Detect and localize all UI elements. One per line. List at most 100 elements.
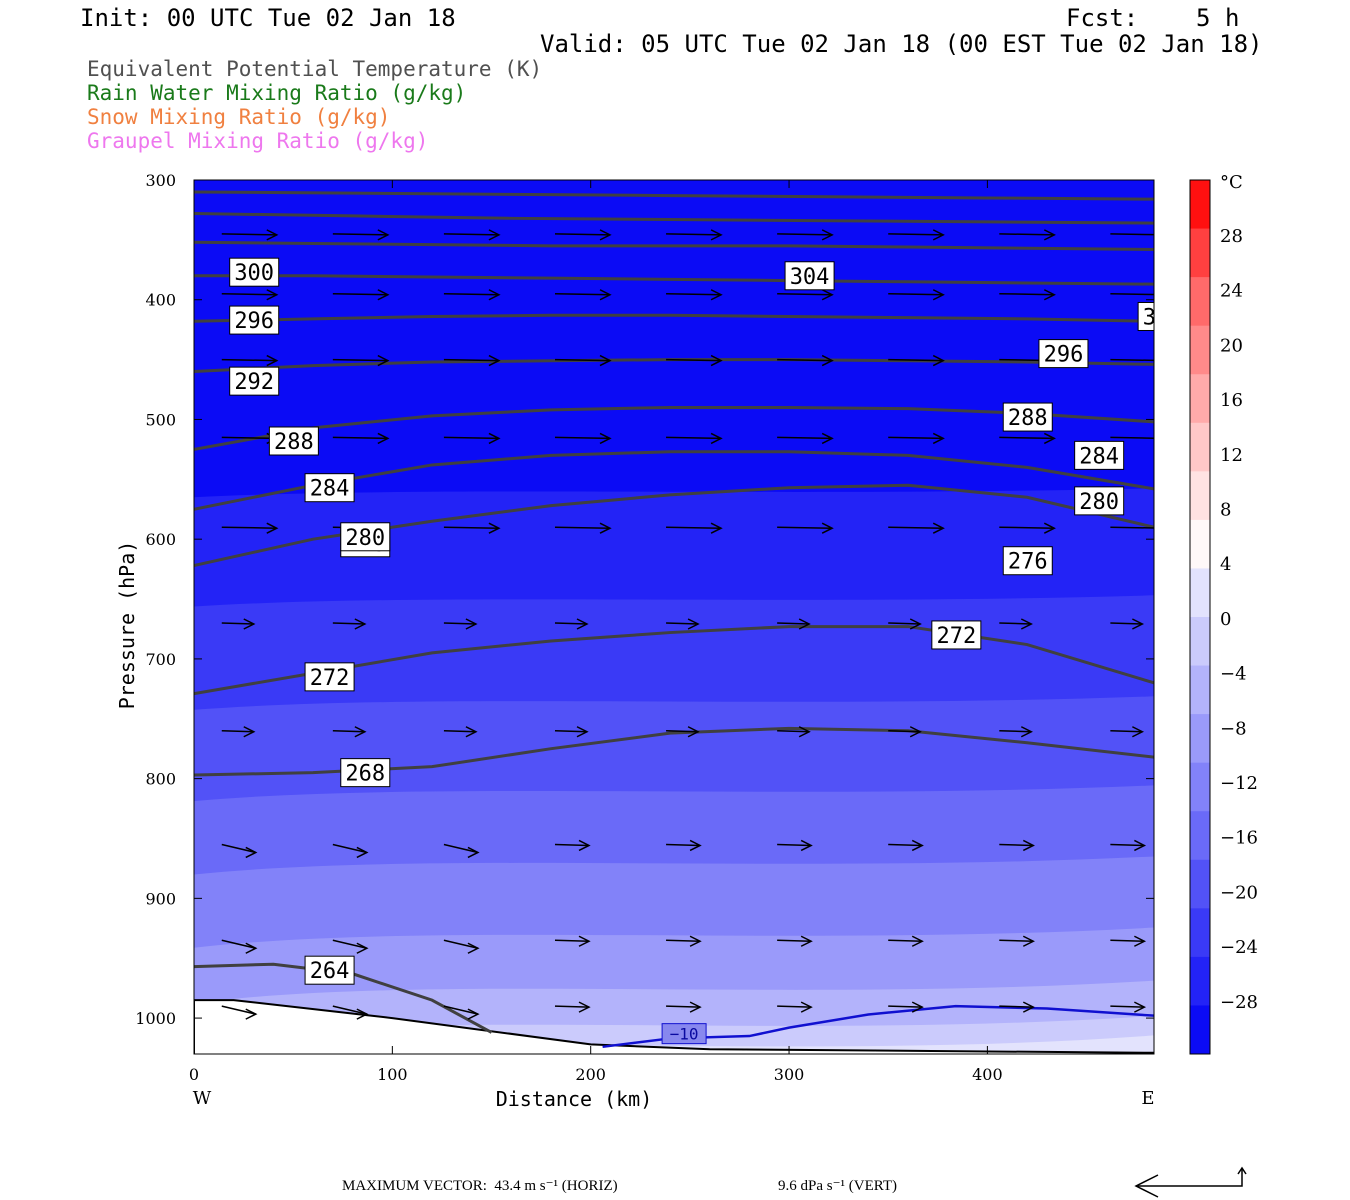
wind-vector <box>1110 233 1154 236</box>
wind-vector-head <box>354 618 367 630</box>
field-label-rain-water: Rain Water Mixing Ratio (g/kg) <box>87 81 467 105</box>
wind-vector-head <box>243 726 256 738</box>
theta-e-contour <box>194 240 1154 251</box>
isotherm-label-box <box>661 1023 707 1045</box>
contour-label-box <box>304 662 355 692</box>
wind-vector-head <box>821 522 834 534</box>
x-tick-label: 100 <box>377 1065 408 1084</box>
theta-e-contour <box>194 190 1154 201</box>
x-end-label-east: E <box>1141 1088 1154 1109</box>
x-tick-label: 400 <box>972 1065 1003 1084</box>
y-tick-label: 700 <box>145 650 176 669</box>
wind-vector <box>221 233 277 236</box>
colorbar-label: 0 <box>1220 609 1231 630</box>
wind-vector-head <box>1043 432 1056 445</box>
forecast-hour: Fcst: 5 h <box>1066 4 1240 32</box>
wind-vector-head <box>488 229 501 241</box>
colorbar-swatch <box>1190 277 1210 327</box>
wind-vector <box>554 292 611 296</box>
wind-vector-head <box>245 846 258 859</box>
wind-vector-head <box>710 432 723 445</box>
theta-e-contour <box>194 313 1154 323</box>
contour-label: 300 <box>1143 305 1183 330</box>
wind-vector-head <box>599 354 612 367</box>
wind-vector-head <box>689 839 702 852</box>
wind-vector <box>443 729 476 733</box>
x-tick-label: 200 <box>575 1065 606 1084</box>
wind-vector-head <box>578 935 591 947</box>
wind-vector-head <box>467 846 480 859</box>
wind-vector-head <box>465 726 478 738</box>
wind-vector-head <box>687 726 700 738</box>
field-label-theta-e: Equivalent Potential Temperature (K) <box>87 57 543 81</box>
y-axis-title: Pressure (hPa) <box>115 541 139 710</box>
wind-vector-head <box>911 1001 924 1013</box>
wind-vector <box>888 939 923 943</box>
wind-vector-head <box>821 289 834 301</box>
max-vector-vert: 9.6 dPa s⁻¹ (VERT) <box>778 1178 898 1194</box>
isotherm-label: −10 <box>670 1025 699 1044</box>
contour-label-box <box>229 305 280 335</box>
colorbar-swatch <box>1190 1005 1210 1055</box>
colorbar-swatch <box>1190 617 1210 667</box>
colorbar-swatch <box>1190 714 1210 764</box>
wind-vector <box>777 436 833 440</box>
contour-label-box <box>1002 546 1053 576</box>
wind-vector <box>1110 843 1145 847</box>
wind-vector <box>443 233 499 236</box>
contour-label-box <box>1002 402 1053 432</box>
wind-vector-head <box>599 432 612 445</box>
contour-label: 284 <box>310 477 350 502</box>
wind-vector-head <box>578 839 591 852</box>
wind-vector-head <box>710 354 723 367</box>
colorbar-label: −20 <box>1220 882 1258 903</box>
wind-vector-head <box>687 618 700 630</box>
wind-vector <box>554 233 611 236</box>
contour-label-box <box>1074 440 1125 470</box>
wind-vector-head <box>356 942 369 954</box>
contour-label-box <box>304 473 355 503</box>
contour-label-box <box>340 522 391 552</box>
wind-vector-head <box>467 1008 480 1020</box>
x-end-label-west: W <box>193 1088 212 1109</box>
colorbar-swatch <box>1190 325 1210 375</box>
wind-vector-head <box>1134 839 1147 852</box>
wind-vector <box>332 843 368 854</box>
wind-vector <box>332 233 388 236</box>
colorbar-label: −8 <box>1220 718 1247 739</box>
wind-vector-head <box>599 229 612 241</box>
colorbar-label: −12 <box>1220 773 1258 794</box>
colorbar-swatch <box>1190 908 1210 958</box>
wind-vector-head <box>578 1001 591 1013</box>
reference-vector-head <box>1134 1174 1159 1198</box>
contour-label: 280 <box>345 526 385 551</box>
wind-vector-head <box>1043 522 1056 534</box>
wind-vector <box>666 622 699 625</box>
wind-vector <box>666 729 699 733</box>
contour-label: 292 <box>234 370 274 395</box>
y-tick-label: 300 <box>145 171 176 190</box>
wind-vector-head <box>1134 935 1147 947</box>
wind-vector-head <box>266 522 279 534</box>
wind-vector <box>777 843 812 847</box>
colorbar-unit: °C <box>1220 172 1243 193</box>
wind-vector <box>666 233 722 236</box>
wind-vector-head <box>1020 618 1033 630</box>
wind-vector-head <box>798 726 811 738</box>
wind-vector <box>777 939 812 943</box>
wind-vector-head <box>1043 289 1056 301</box>
wind-vector-head <box>377 432 390 445</box>
wind-vector-head <box>356 1008 369 1020</box>
wind-vector <box>443 358 499 362</box>
contour-label: 268 <box>345 762 385 787</box>
wind-vector-head <box>1155 523 1165 533</box>
wind-vector <box>888 1005 923 1008</box>
wind-vector <box>888 526 944 529</box>
field-label-snow: Snow Mixing Ratio (g/kg) <box>87 105 391 129</box>
wind-vector-head <box>821 229 834 241</box>
colorbar-swatch <box>1190 859 1210 909</box>
wind-vector <box>221 843 256 854</box>
wind-vector <box>443 292 499 296</box>
wind-vector-head <box>377 229 390 241</box>
y-tick-label: 500 <box>145 410 176 429</box>
